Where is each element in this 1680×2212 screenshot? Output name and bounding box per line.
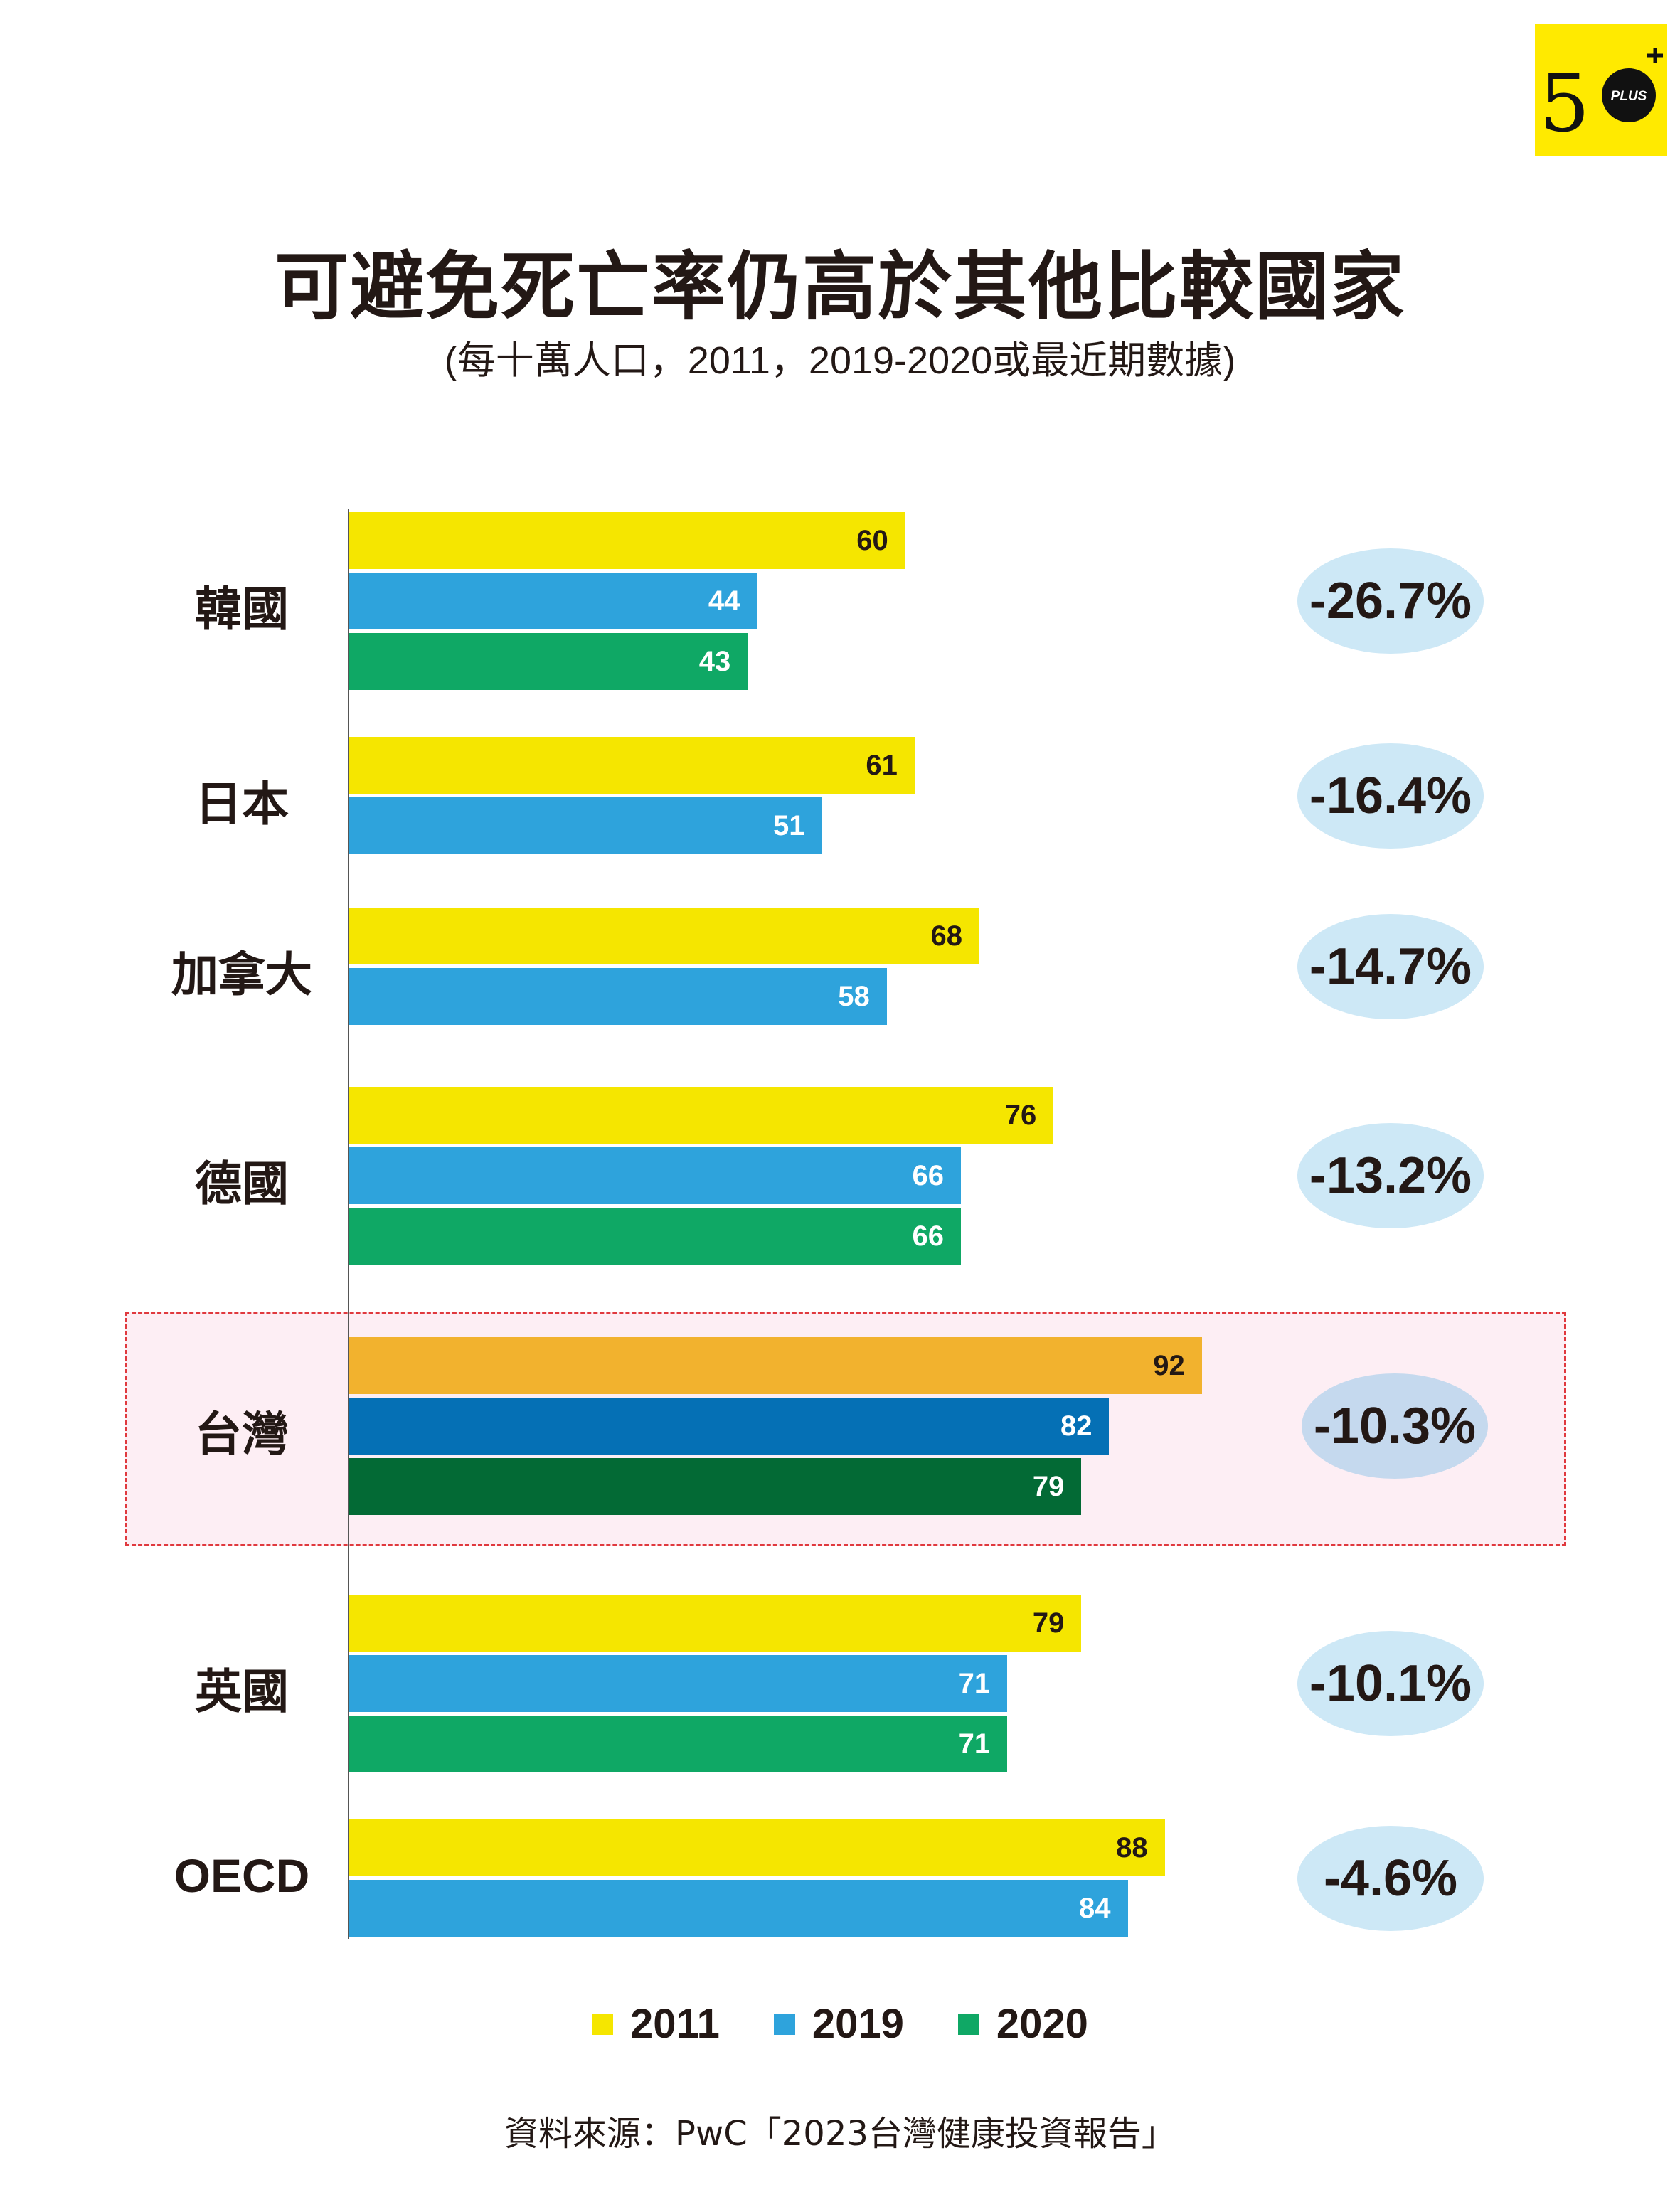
bar-2011 bbox=[349, 1087, 1054, 1144]
bar-2019 bbox=[349, 797, 822, 854]
data-label: 44 bbox=[708, 585, 740, 617]
legend-item-2020: 2020 bbox=[957, 2000, 1088, 2048]
change-badge: -10.3% bbox=[1302, 1373, 1488, 1479]
legend: 2011 2019 2020 bbox=[0, 2000, 1680, 2048]
change-badge: -16.4% bbox=[1297, 743, 1484, 849]
data-label: 84 bbox=[1079, 1893, 1111, 1924]
bar-2011 bbox=[349, 737, 915, 794]
data-label: 76 bbox=[1004, 1100, 1037, 1131]
legend-swatch bbox=[773, 2013, 795, 2035]
bar-2020 bbox=[349, 1208, 961, 1265]
data-label: 71 bbox=[958, 1728, 991, 1760]
change-badge: -26.7% bbox=[1297, 548, 1484, 654]
bar-2019 bbox=[349, 1655, 1008, 1712]
bar-2019 bbox=[349, 573, 757, 629]
brand-logo: 5 PLUS bbox=[1535, 24, 1667, 156]
chart-title: 可避免死亡率仍高於其他比較國家 bbox=[274, 243, 1405, 330]
chart-subtitle: (每十萬人口，2011，2019-2020或最近期數據) bbox=[444, 339, 1236, 382]
data-label: 61 bbox=[866, 750, 898, 781]
category-label: 加拿大 bbox=[171, 947, 312, 1002]
bar-2020 bbox=[349, 1716, 1008, 1772]
data-label: 60 bbox=[856, 525, 888, 556]
bar-2019 bbox=[349, 1147, 961, 1204]
source-note: 資料來源：PwC「2023台灣健康投資報告」 bbox=[504, 2114, 1176, 2154]
change-badge: -10.1% bbox=[1297, 1631, 1484, 1736]
legend-item-2019: 2019 bbox=[773, 2000, 904, 2048]
legend-label: 2019 bbox=[812, 2001, 904, 2047]
data-label: 58 bbox=[838, 981, 870, 1012]
svg-text:5: 5 bbox=[1539, 58, 1590, 150]
legend-label: 2020 bbox=[996, 2001, 1088, 2047]
data-label: 79 bbox=[1032, 1607, 1065, 1639]
category-label: 英國 bbox=[195, 1664, 289, 1719]
change-badge: -14.7% bbox=[1297, 913, 1484, 1019]
legend-label: 2011 bbox=[630, 2001, 720, 2047]
y-axis-line bbox=[348, 509, 349, 1939]
legend-swatch bbox=[957, 2013, 979, 2035]
data-label: 92 bbox=[1153, 1350, 1185, 1381]
bar-2020 bbox=[349, 1458, 1082, 1515]
bar-2020 bbox=[349, 633, 748, 690]
category-label: 台灣 bbox=[195, 1407, 289, 1462]
data-label: 68 bbox=[930, 920, 963, 952]
bar-2011 bbox=[349, 1595, 1082, 1652]
data-label: 43 bbox=[698, 646, 731, 677]
category-label: 韓國 bbox=[195, 582, 289, 637]
data-label: 71 bbox=[958, 1668, 991, 1699]
category-label: OECD bbox=[174, 1849, 310, 1902]
change-badge: -13.2% bbox=[1297, 1123, 1484, 1228]
bar-2019 bbox=[349, 1880, 1128, 1937]
data-label: 82 bbox=[1060, 1410, 1092, 1442]
bar-2011 bbox=[349, 1819, 1165, 1876]
data-label: 66 bbox=[912, 1160, 944, 1191]
svg-text:PLUS: PLUS bbox=[1611, 89, 1647, 104]
legend-item-2011: 2011 bbox=[592, 2000, 720, 2048]
bar-2019 bbox=[349, 1398, 1110, 1455]
data-label: 79 bbox=[1032, 1471, 1065, 1502]
bar-2011 bbox=[349, 908, 980, 964]
category-label: 德國 bbox=[195, 1156, 289, 1211]
bar-2011 bbox=[349, 1337, 1202, 1394]
change-badge: -4.6% bbox=[1297, 1825, 1484, 1931]
data-label: 66 bbox=[912, 1221, 944, 1252]
data-label: 51 bbox=[773, 810, 805, 841]
legend-swatch bbox=[592, 2013, 614, 2035]
category-label: 日本 bbox=[195, 776, 289, 831]
bar-2019 bbox=[349, 968, 887, 1025]
data-label: 88 bbox=[1116, 1832, 1148, 1863]
bar-2011 bbox=[349, 512, 905, 569]
